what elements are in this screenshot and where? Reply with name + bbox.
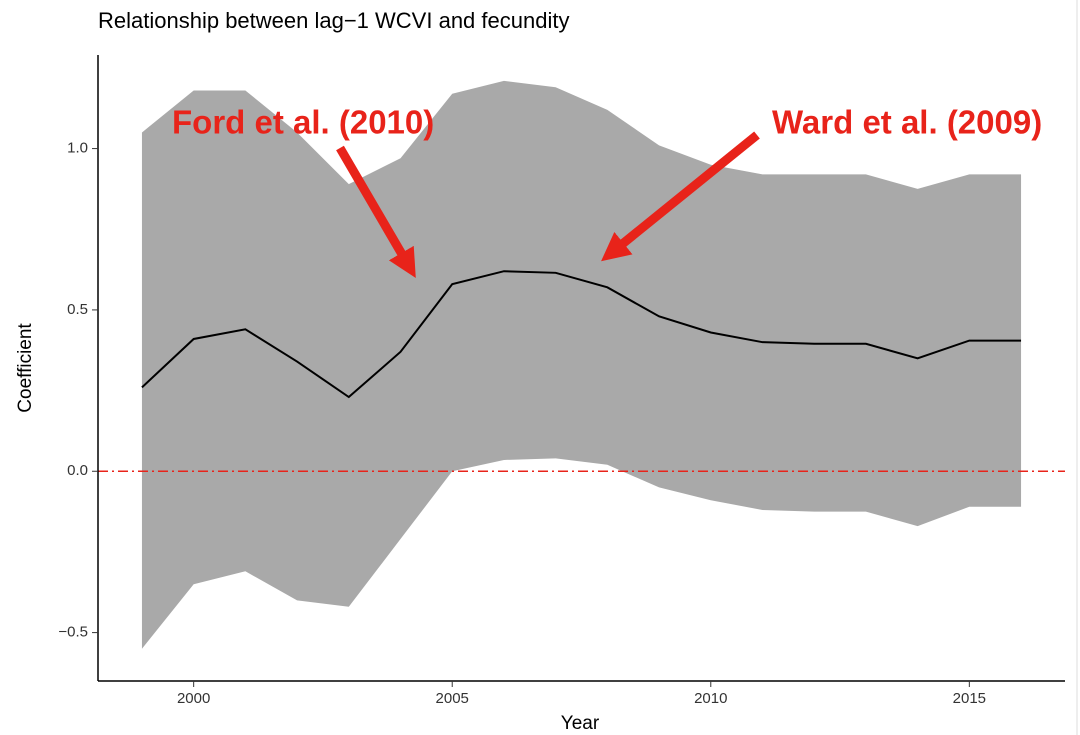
y-tick-label: 0.0 — [67, 462, 88, 479]
coefficient-line — [141, 270, 1022, 399]
x-axis-label: Year — [561, 713, 600, 734]
annotation: Ford et al. (2010) — [172, 104, 434, 141]
plot-area: −0.5 0.0 0.5 1.0 2000 2005 2010 2015 — [58, 55, 1065, 707]
confidence-band — [141, 80, 1022, 649]
x-tick-label: 2015 — [953, 690, 986, 707]
y-tick-label: 0.5 — [67, 301, 88, 318]
x-tick-label: 2000 — [177, 690, 210, 707]
annotation-arrow — [601, 131, 760, 262]
y-axis-label: Coefficient — [15, 323, 36, 413]
y-tick-label: −0.5 — [58, 624, 88, 641]
annotation: Ward et al. (2009) — [772, 104, 1042, 141]
x-tick-label: 2005 — [436, 690, 469, 707]
y-tick-label: 1.0 — [67, 140, 88, 157]
chart-title: Relationship between lag−1 WCVI and fecu… — [98, 8, 569, 33]
annotation-arrow — [336, 145, 416, 278]
x-tick-label: 2010 — [694, 690, 727, 707]
